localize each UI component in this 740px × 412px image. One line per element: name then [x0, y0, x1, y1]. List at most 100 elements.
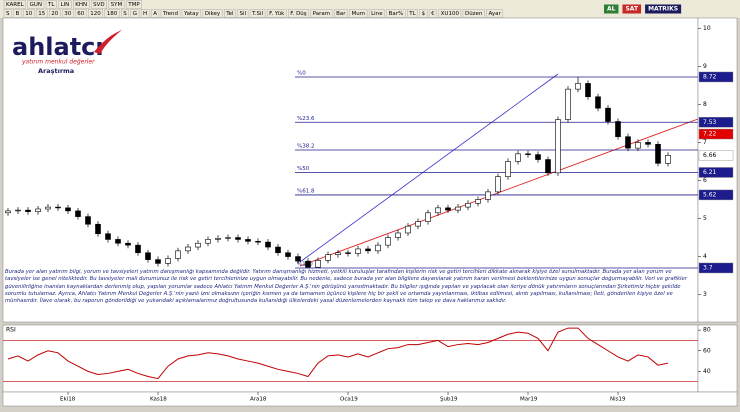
x-tick-label: Nis19	[610, 397, 626, 403]
candle-body	[395, 232, 401, 238]
toolbar-button[interactable]: Mum	[352, 11, 366, 17]
candle-body	[225, 237, 231, 239]
button-frame	[333, 9, 348, 18]
candle-body	[335, 252, 341, 255]
trend-line-support	[299, 118, 699, 267]
price-tag	[698, 167, 734, 178]
toolbar-button[interactable]: F. Düş	[290, 11, 306, 17]
toolbar-action[interactable]: MATRIKS	[648, 6, 678, 13]
y-tick-label: 3	[703, 291, 707, 298]
candle-body	[145, 252, 151, 260]
logo-name: ahlatcı	[12, 33, 104, 61]
toolbar-button[interactable]: Bar%	[389, 11, 404, 17]
toolbar-action[interactable]: AL	[607, 6, 616, 13]
toolbar-button[interactable]: XU100	[441, 11, 460, 17]
button-frame	[462, 9, 485, 18]
button-frame	[140, 9, 150, 18]
toolbar-button[interactable]: S	[6, 11, 10, 17]
toolbar-button[interactable]: €	[431, 11, 435, 17]
toolbar-button[interactable]: TMP	[127, 2, 140, 8]
button-frame	[368, 9, 385, 18]
y-tick-label: 6	[703, 177, 707, 184]
toolbar-button[interactable]: Dikey	[205, 11, 221, 17]
toolbar-button[interactable]: Trend	[162, 11, 178, 17]
candle-body	[455, 206, 461, 211]
toolbar-action[interactable]: SAT	[625, 6, 638, 13]
y-tick-label: 8	[703, 101, 707, 108]
candle-body	[235, 237, 241, 240]
button-frame	[288, 9, 309, 18]
button-frame	[108, 0, 125, 9]
toolbar-button[interactable]: Yatay	[183, 11, 199, 17]
y-tick-label: 5	[703, 215, 707, 222]
toolbar-button[interactable]: $	[422, 11, 426, 17]
toolbar-button[interactable]: KAREL	[6, 2, 25, 8]
toolbar-button[interactable]: KHN	[75, 2, 87, 8]
toolbar-button[interactable]: F. Yük	[269, 11, 285, 17]
candle-body	[305, 260, 311, 268]
y-tick-label: 10	[703, 25, 711, 32]
candle-body	[155, 259, 161, 264]
toolbar-button[interactable]: SYM	[111, 2, 123, 8]
toolbar-button[interactable]: GUN	[30, 2, 42, 8]
toolbar-button[interactable]: T.Sil	[251, 11, 263, 17]
button-frame	[486, 9, 503, 18]
toolbar-button[interactable]: Sil	[240, 11, 247, 17]
button-frame	[202, 9, 223, 18]
toolbar-button[interactable]: 120	[90, 11, 101, 17]
candle-body	[665, 155, 671, 164]
toolbar-button[interactable]: B	[16, 11, 20, 17]
toolbar-button[interactable]: G	[133, 11, 137, 17]
toolbar-button[interactable]: 20	[51, 11, 58, 17]
toolbar-button[interactable]: TL	[47, 2, 55, 8]
price-tag-label: 8.72	[703, 73, 717, 80]
candle-body	[85, 216, 91, 225]
toolbar-button[interactable]: LIN	[60, 2, 69, 8]
toolbar-button[interactable]: 60	[77, 11, 84, 17]
candle-body	[385, 237, 391, 246]
action-bg	[604, 4, 619, 14]
price-tag-label: 7.22	[703, 131, 717, 138]
candle-body	[215, 237, 221, 240]
y-tick-label: 80	[703, 327, 711, 334]
toolbar-button[interactable]: Bar	[336, 11, 346, 17]
toolbar-button[interactable]: 15	[38, 11, 45, 17]
candle-body	[245, 239, 251, 242]
toolbar-button[interactable]: S	[123, 11, 127, 17]
button-frame	[58, 0, 72, 9]
toolbar-button[interactable]: A	[153, 11, 157, 17]
candle-body	[45, 206, 51, 210]
candle-body	[535, 154, 541, 160]
button-frame	[130, 9, 140, 18]
toolbar-button[interactable]: Tel	[225, 11, 234, 17]
toolbar-button[interactable]: Line	[371, 11, 383, 17]
logo-tagline: yatırım menkul değerler	[21, 59, 95, 66]
x-tick-label: Oca19	[340, 397, 358, 403]
toolbar-button[interactable]: 30	[64, 11, 71, 17]
toolbar-button[interactable]: TL	[408, 11, 416, 17]
toolbar-button[interactable]: H	[143, 11, 147, 17]
toolbar-button[interactable]: Ayar	[488, 11, 501, 17]
candle-body	[125, 242, 131, 246]
candle-body	[435, 207, 441, 214]
toolbar-button[interactable]: 10	[25, 11, 32, 17]
candle-body	[415, 221, 421, 227]
button-frame	[407, 9, 418, 18]
button-frame	[237, 9, 249, 18]
candle-body	[525, 153, 531, 155]
candle-body	[635, 142, 641, 149]
price-tag	[698, 117, 734, 128]
toolbar-button[interactable]: Param	[313, 11, 330, 17]
x-tick-label: Ara18	[250, 397, 267, 403]
candle-body	[285, 252, 291, 257]
candle-body	[625, 136, 631, 149]
candle-body	[65, 207, 71, 212]
logo-swoosh	[94, 30, 122, 54]
toolbar-button[interactable]: Düzen	[465, 11, 483, 17]
button-frame	[438, 9, 462, 18]
button-frame	[49, 9, 61, 18]
toolbar-button[interactable]: SVD	[93, 2, 105, 8]
candle-body	[315, 260, 321, 268]
x-tick-label: Kas18	[150, 397, 167, 403]
toolbar-button[interactable]: 180	[107, 11, 118, 17]
